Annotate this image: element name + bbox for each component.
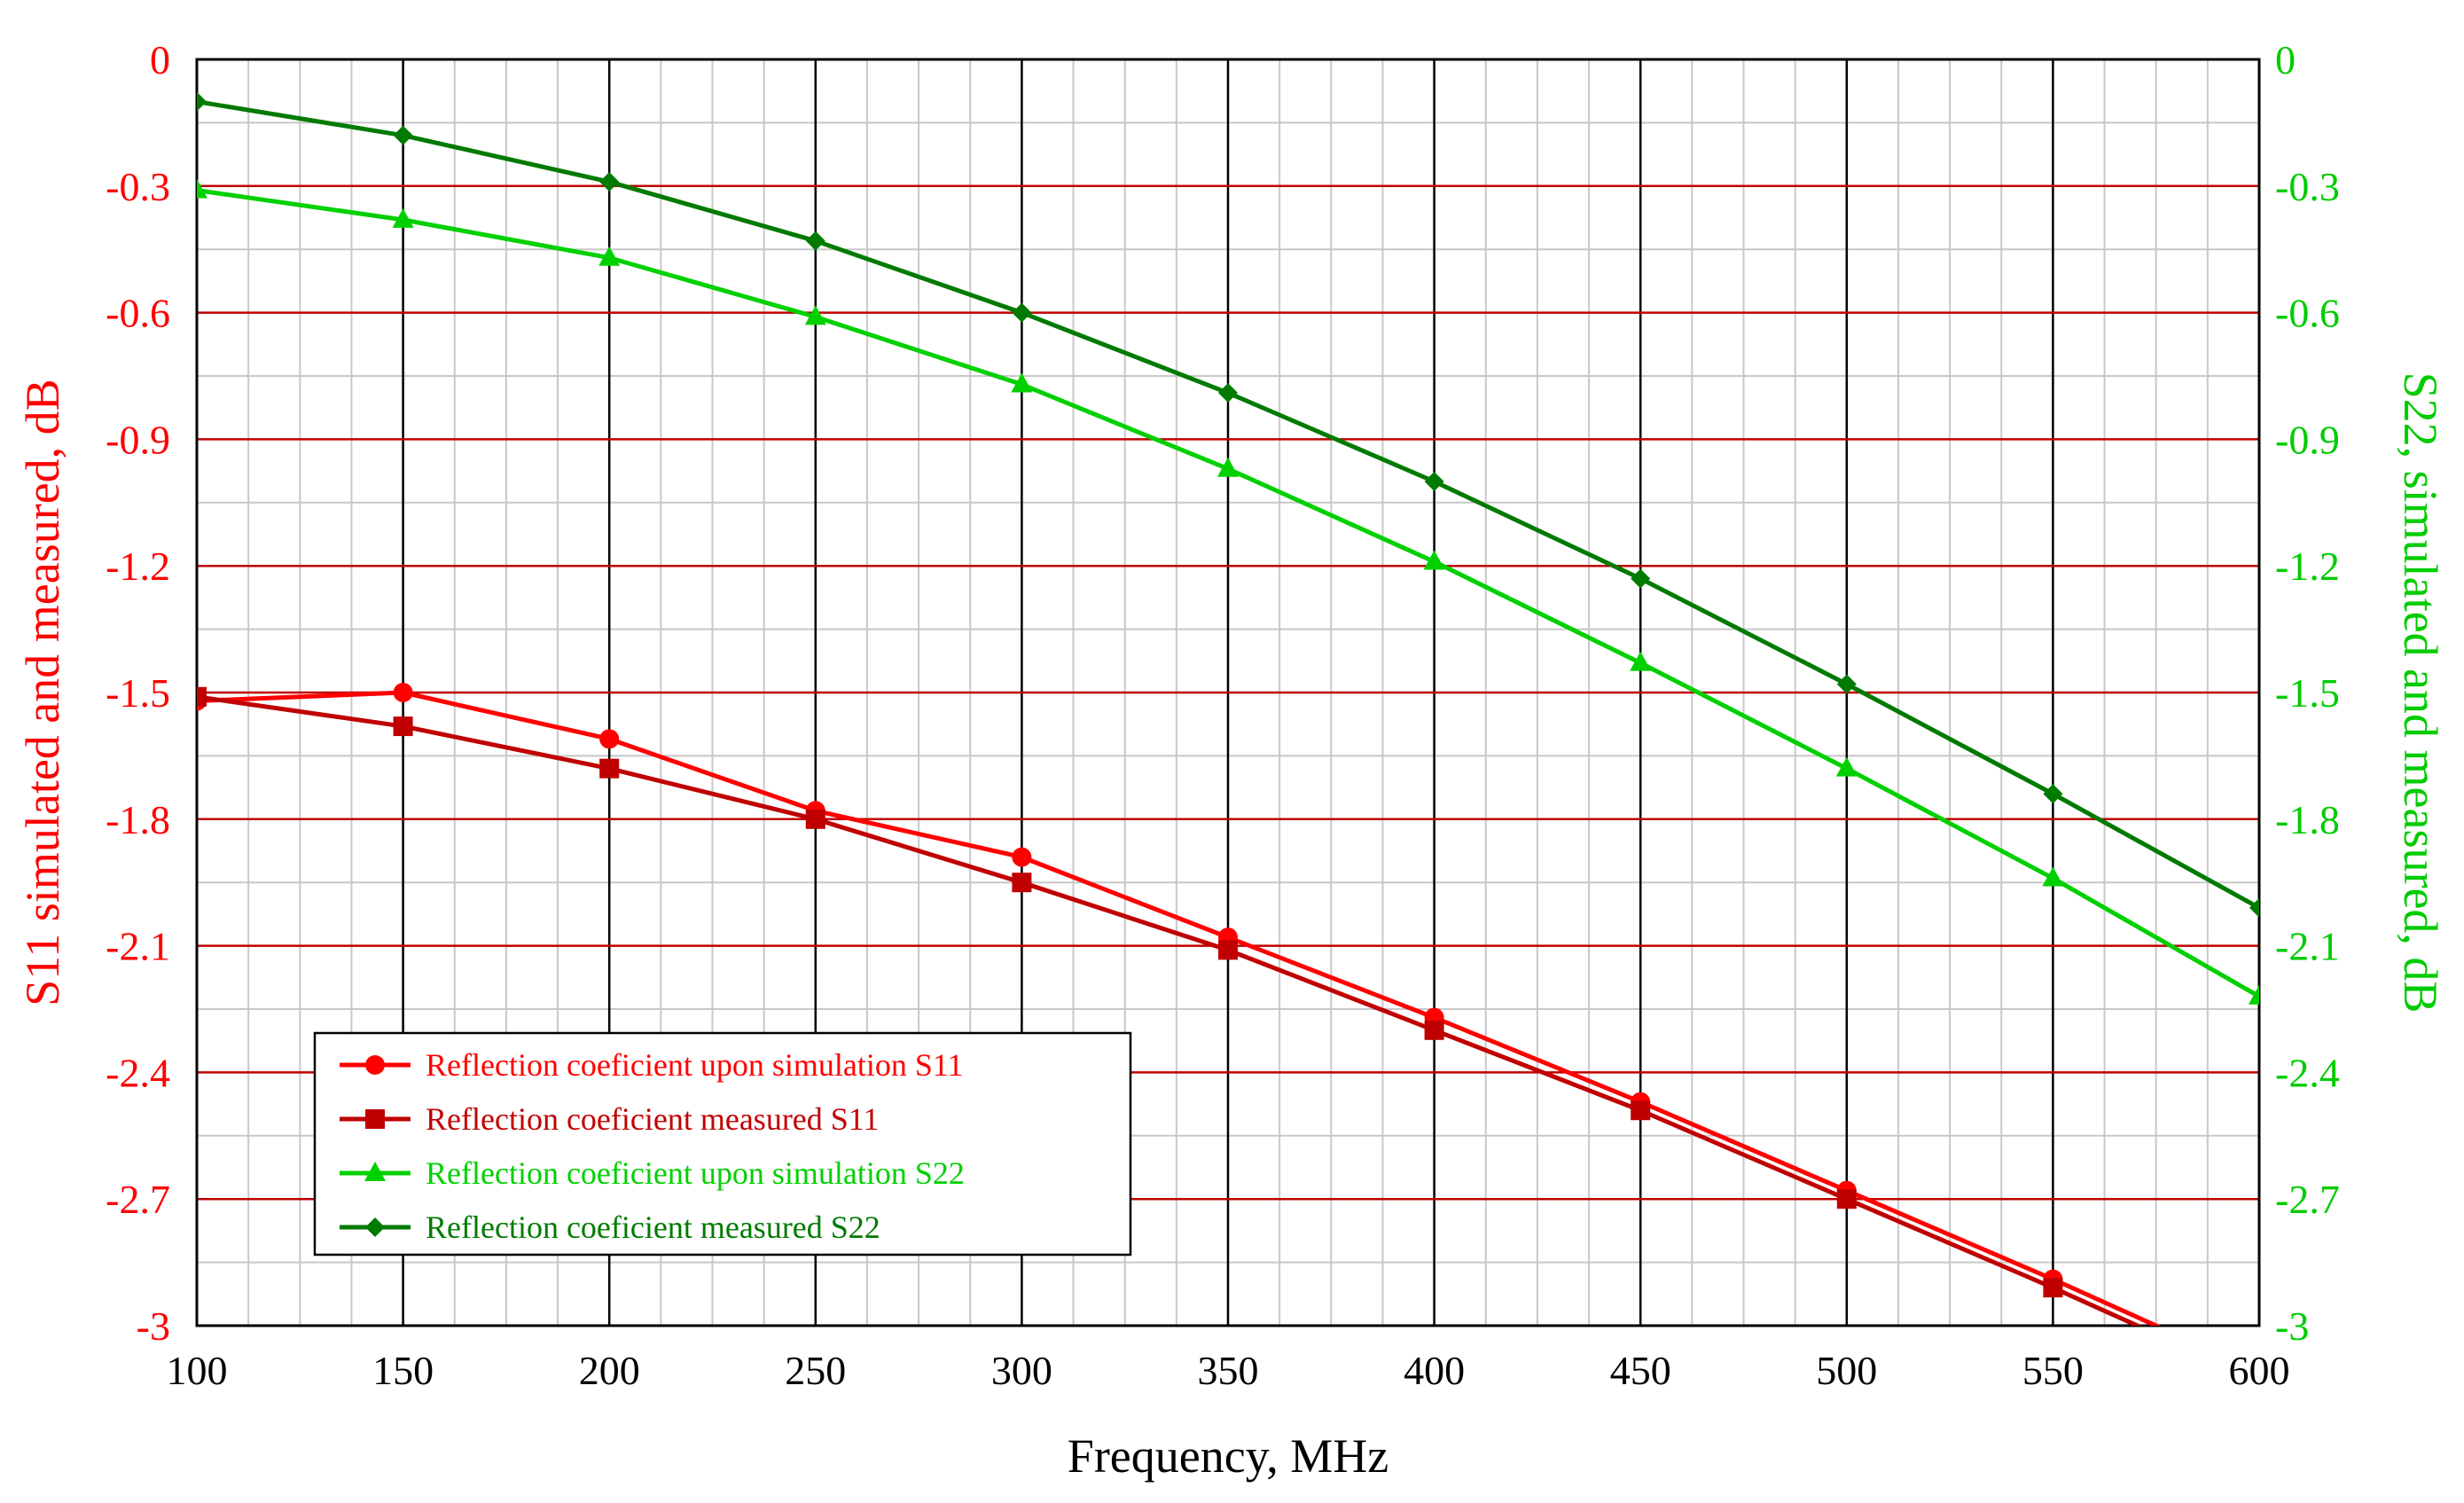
series-2-point bbox=[1218, 940, 1238, 960]
x-tick-label: 400 bbox=[1404, 1348, 1465, 1393]
series-2 bbox=[197, 686, 2143, 1326]
right-y-tick-label: -2.7 bbox=[2275, 1177, 2340, 1222]
right-y-tick-label: -0.6 bbox=[2275, 291, 2340, 336]
series-3-point bbox=[1217, 457, 1239, 477]
series-4-point bbox=[599, 172, 620, 192]
legend-marker bbox=[365, 1217, 385, 1237]
right-y-tick-label: -1.8 bbox=[2275, 797, 2340, 842]
x-tick-label: 250 bbox=[785, 1348, 846, 1393]
right-y-tick-label: -0.3 bbox=[2275, 164, 2340, 209]
legend-label: Reflection coeficient measured S11 bbox=[426, 1101, 879, 1137]
series-3-point bbox=[1630, 651, 1652, 671]
legend-label: Reflection coeficient upon simulation S2… bbox=[426, 1155, 965, 1191]
series-2-point bbox=[1012, 873, 1032, 893]
series-4-point bbox=[1836, 674, 1857, 694]
series-2-point bbox=[599, 758, 620, 779]
series-3-point bbox=[598, 246, 621, 266]
left-y-tick-label: -2.7 bbox=[106, 1177, 170, 1222]
legend-item: Reflection coeficient upon simulation S2… bbox=[340, 1155, 965, 1191]
left-y-tick-label: -2.4 bbox=[106, 1050, 170, 1095]
series-2-point bbox=[1836, 1189, 1857, 1209]
series-4-point bbox=[805, 231, 825, 251]
series-4-point bbox=[1012, 302, 1032, 323]
series-2-point bbox=[393, 716, 413, 737]
right-y-tick-label: -2.4 bbox=[2275, 1050, 2340, 1095]
legend-marker bbox=[365, 1109, 385, 1129]
right-y-tick-label: -0.9 bbox=[2275, 417, 2340, 462]
series-2-point bbox=[197, 686, 207, 707]
right-y-tick-label: 0 bbox=[2275, 37, 2296, 82]
legend-item: Reflection coeficient upon simulation S1… bbox=[340, 1047, 964, 1083]
left-y-tick-label: -1.2 bbox=[106, 544, 170, 589]
series-3-point bbox=[1835, 756, 1858, 777]
series-4-point bbox=[2043, 784, 2063, 804]
series-2-point bbox=[2043, 1278, 2063, 1298]
series-1-point bbox=[599, 729, 620, 749]
series-layer bbox=[197, 91, 2259, 1326]
x-tick-label: 300 bbox=[991, 1348, 1052, 1393]
legend-marker bbox=[365, 1055, 385, 1075]
series-4 bbox=[197, 91, 2259, 918]
x-tick-label: 100 bbox=[167, 1348, 228, 1393]
series-3-point bbox=[1011, 372, 1033, 393]
x-tick-label: 450 bbox=[1610, 1348, 1671, 1393]
left-y-tick-label: -0.6 bbox=[106, 291, 170, 336]
legend-marker bbox=[364, 1162, 386, 1181]
legend: Reflection coeficient upon simulation S1… bbox=[313, 1031, 1132, 1256]
x-tick-label: 350 bbox=[1198, 1348, 1259, 1393]
legend-box bbox=[313, 1031, 1132, 1256]
series-2-point bbox=[1424, 1020, 1444, 1040]
series-3-point bbox=[392, 207, 414, 228]
left-y-tick-label: -0.3 bbox=[106, 164, 170, 209]
series-3 bbox=[197, 178, 2259, 1005]
right-y-tick-label: -1.2 bbox=[2275, 544, 2340, 589]
left-axis-title: S11 simulated and measured, dB bbox=[16, 379, 69, 1006]
x-tick-label: 150 bbox=[372, 1348, 434, 1393]
left-y-tick-label: 0 bbox=[150, 37, 170, 82]
legend-item: Reflection coeficient measured S11 bbox=[340, 1101, 879, 1137]
left-y-tick-label: -1.8 bbox=[106, 797, 170, 842]
series-4-point bbox=[1424, 472, 1444, 491]
x-tick-label: 200 bbox=[579, 1348, 640, 1393]
series-1-point bbox=[1012, 847, 1032, 867]
legend-label: Reflection coeficient measured S22 bbox=[426, 1209, 880, 1245]
series-4-point bbox=[393, 125, 413, 145]
tick-labels: 100 150 200 250 300 350 400 450 500 550 600 0 -0.3 -0… bbox=[106, 37, 2340, 1393]
legend-label: Reflection coeficient upon simulation S1… bbox=[426, 1047, 964, 1083]
series-4-point bbox=[2249, 897, 2259, 918]
x-tick-label: 500 bbox=[1816, 1348, 1877, 1393]
right-y-tick-label: -1.5 bbox=[2275, 670, 2340, 716]
x-tick-label: 550 bbox=[2022, 1348, 2084, 1393]
right-y-tick-label: -2.1 bbox=[2275, 924, 2340, 969]
left-y-tick-label: -0.9 bbox=[106, 417, 170, 462]
legend-item: Reflection coeficient measured S22 bbox=[340, 1209, 880, 1245]
series-3-point bbox=[804, 305, 826, 325]
series-3-point bbox=[197, 178, 207, 199]
left-y-tick-label: -2.1 bbox=[106, 924, 170, 969]
series-1-point bbox=[393, 683, 413, 702]
right-axis-title: S22, simulated and measured, dB bbox=[2394, 372, 2447, 1014]
x-axis-title: Frequency, MHz bbox=[1068, 1429, 1388, 1483]
left-y-tick-label: -3 bbox=[137, 1303, 170, 1349]
series-2-point bbox=[1631, 1100, 1651, 1121]
x-tick-label: 600 bbox=[2229, 1348, 2290, 1393]
series-4-point bbox=[1631, 568, 1651, 589]
series-3-point bbox=[1423, 550, 1445, 570]
series-4-point bbox=[1218, 383, 1238, 403]
series-2-point bbox=[805, 809, 825, 829]
series-4-point bbox=[197, 91, 207, 112]
series-3-point bbox=[2042, 866, 2064, 887]
series-3-point bbox=[2249, 984, 2259, 1005]
right-y-tick-label: -3 bbox=[2275, 1303, 2309, 1349]
left-y-tick-label: -1.5 bbox=[106, 670, 170, 716]
